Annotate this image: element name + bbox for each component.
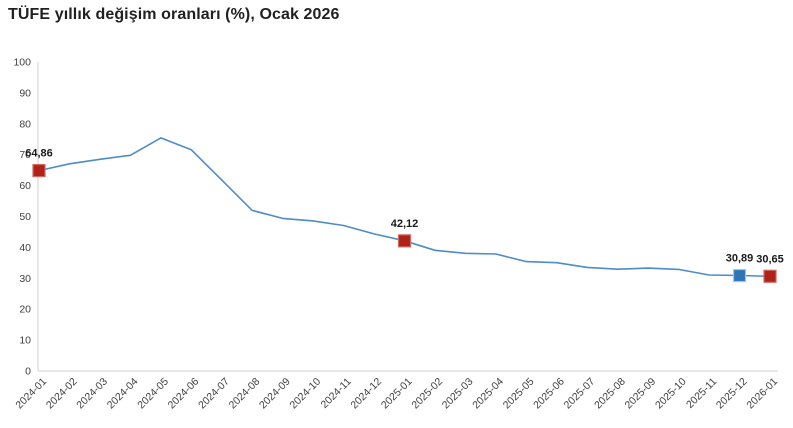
x-tick-label: 2024-07 xyxy=(196,376,232,412)
y-tick-label: 60 xyxy=(19,180,31,192)
marker-red-square xyxy=(32,163,46,178)
x-tick-label: 2024-10 xyxy=(288,376,324,412)
x-tick-label: 2026-01 xyxy=(744,376,780,412)
line-series xyxy=(38,137,771,278)
y-tick-label: 30 xyxy=(19,273,31,285)
x-tick-label: 2024-06 xyxy=(166,376,202,412)
y-tick-label: 40 xyxy=(19,242,31,254)
x-tick-label: 2025-12 xyxy=(714,376,750,412)
y-tick-label: 100 xyxy=(13,57,31,69)
value-label: 30,65 xyxy=(756,253,784,265)
x-tick-label: 2024-09 xyxy=(257,376,293,412)
y-tick-label: 20 xyxy=(19,304,31,316)
y-tick-label: 90 xyxy=(19,87,31,99)
x-tick-label: 2025-09 xyxy=(623,376,659,412)
marker-red-square xyxy=(763,269,777,283)
value-label: 64,86 xyxy=(25,148,53,160)
x-tick-label: 2024-01 xyxy=(13,376,49,412)
y-tick-label: 70 xyxy=(19,149,31,161)
y-tick-label: 10 xyxy=(19,335,31,347)
x-tick-label: 2025-08 xyxy=(592,376,628,412)
x-tick-label: 2024-08 xyxy=(227,376,263,412)
x-tick-label: 2025-04 xyxy=(470,376,506,412)
x-tick-label: 2024-11 xyxy=(319,376,354,411)
y-tick-label: 0 xyxy=(25,366,31,378)
x-tick-label: 2025-02 xyxy=(409,376,445,412)
chart-title: TÜFE yıllık değişim oranları (%), Ocak 2… xyxy=(8,6,340,23)
x-tick-label: 2025-07 xyxy=(562,376,598,412)
x-tick-label: 2024-12 xyxy=(348,376,384,412)
marker-blue-square xyxy=(732,268,747,283)
x-tick-label: 2025-05 xyxy=(501,376,537,412)
value-label: 42,12 xyxy=(391,218,419,230)
x-tick-label: 2025-01 xyxy=(379,376,415,412)
value-label: 30,89 xyxy=(726,253,754,265)
x-tick-label: 2025-10 xyxy=(653,376,689,412)
x-tick-label: 2025-11 xyxy=(684,376,719,411)
x-tick-label: 2024-05 xyxy=(135,376,171,412)
x-tick-label: 2024-04 xyxy=(105,376,141,412)
x-tick-label: 2024-02 xyxy=(44,376,80,412)
x-tick-label: 2024-03 xyxy=(74,376,110,412)
x-tick-label: 2025-03 xyxy=(440,376,476,412)
y-tick-label: 50 xyxy=(19,211,31,223)
marker-red-square xyxy=(397,234,412,248)
x-tick-label: 2025-06 xyxy=(531,376,567,412)
y-tick-label: 80 xyxy=(19,118,31,130)
